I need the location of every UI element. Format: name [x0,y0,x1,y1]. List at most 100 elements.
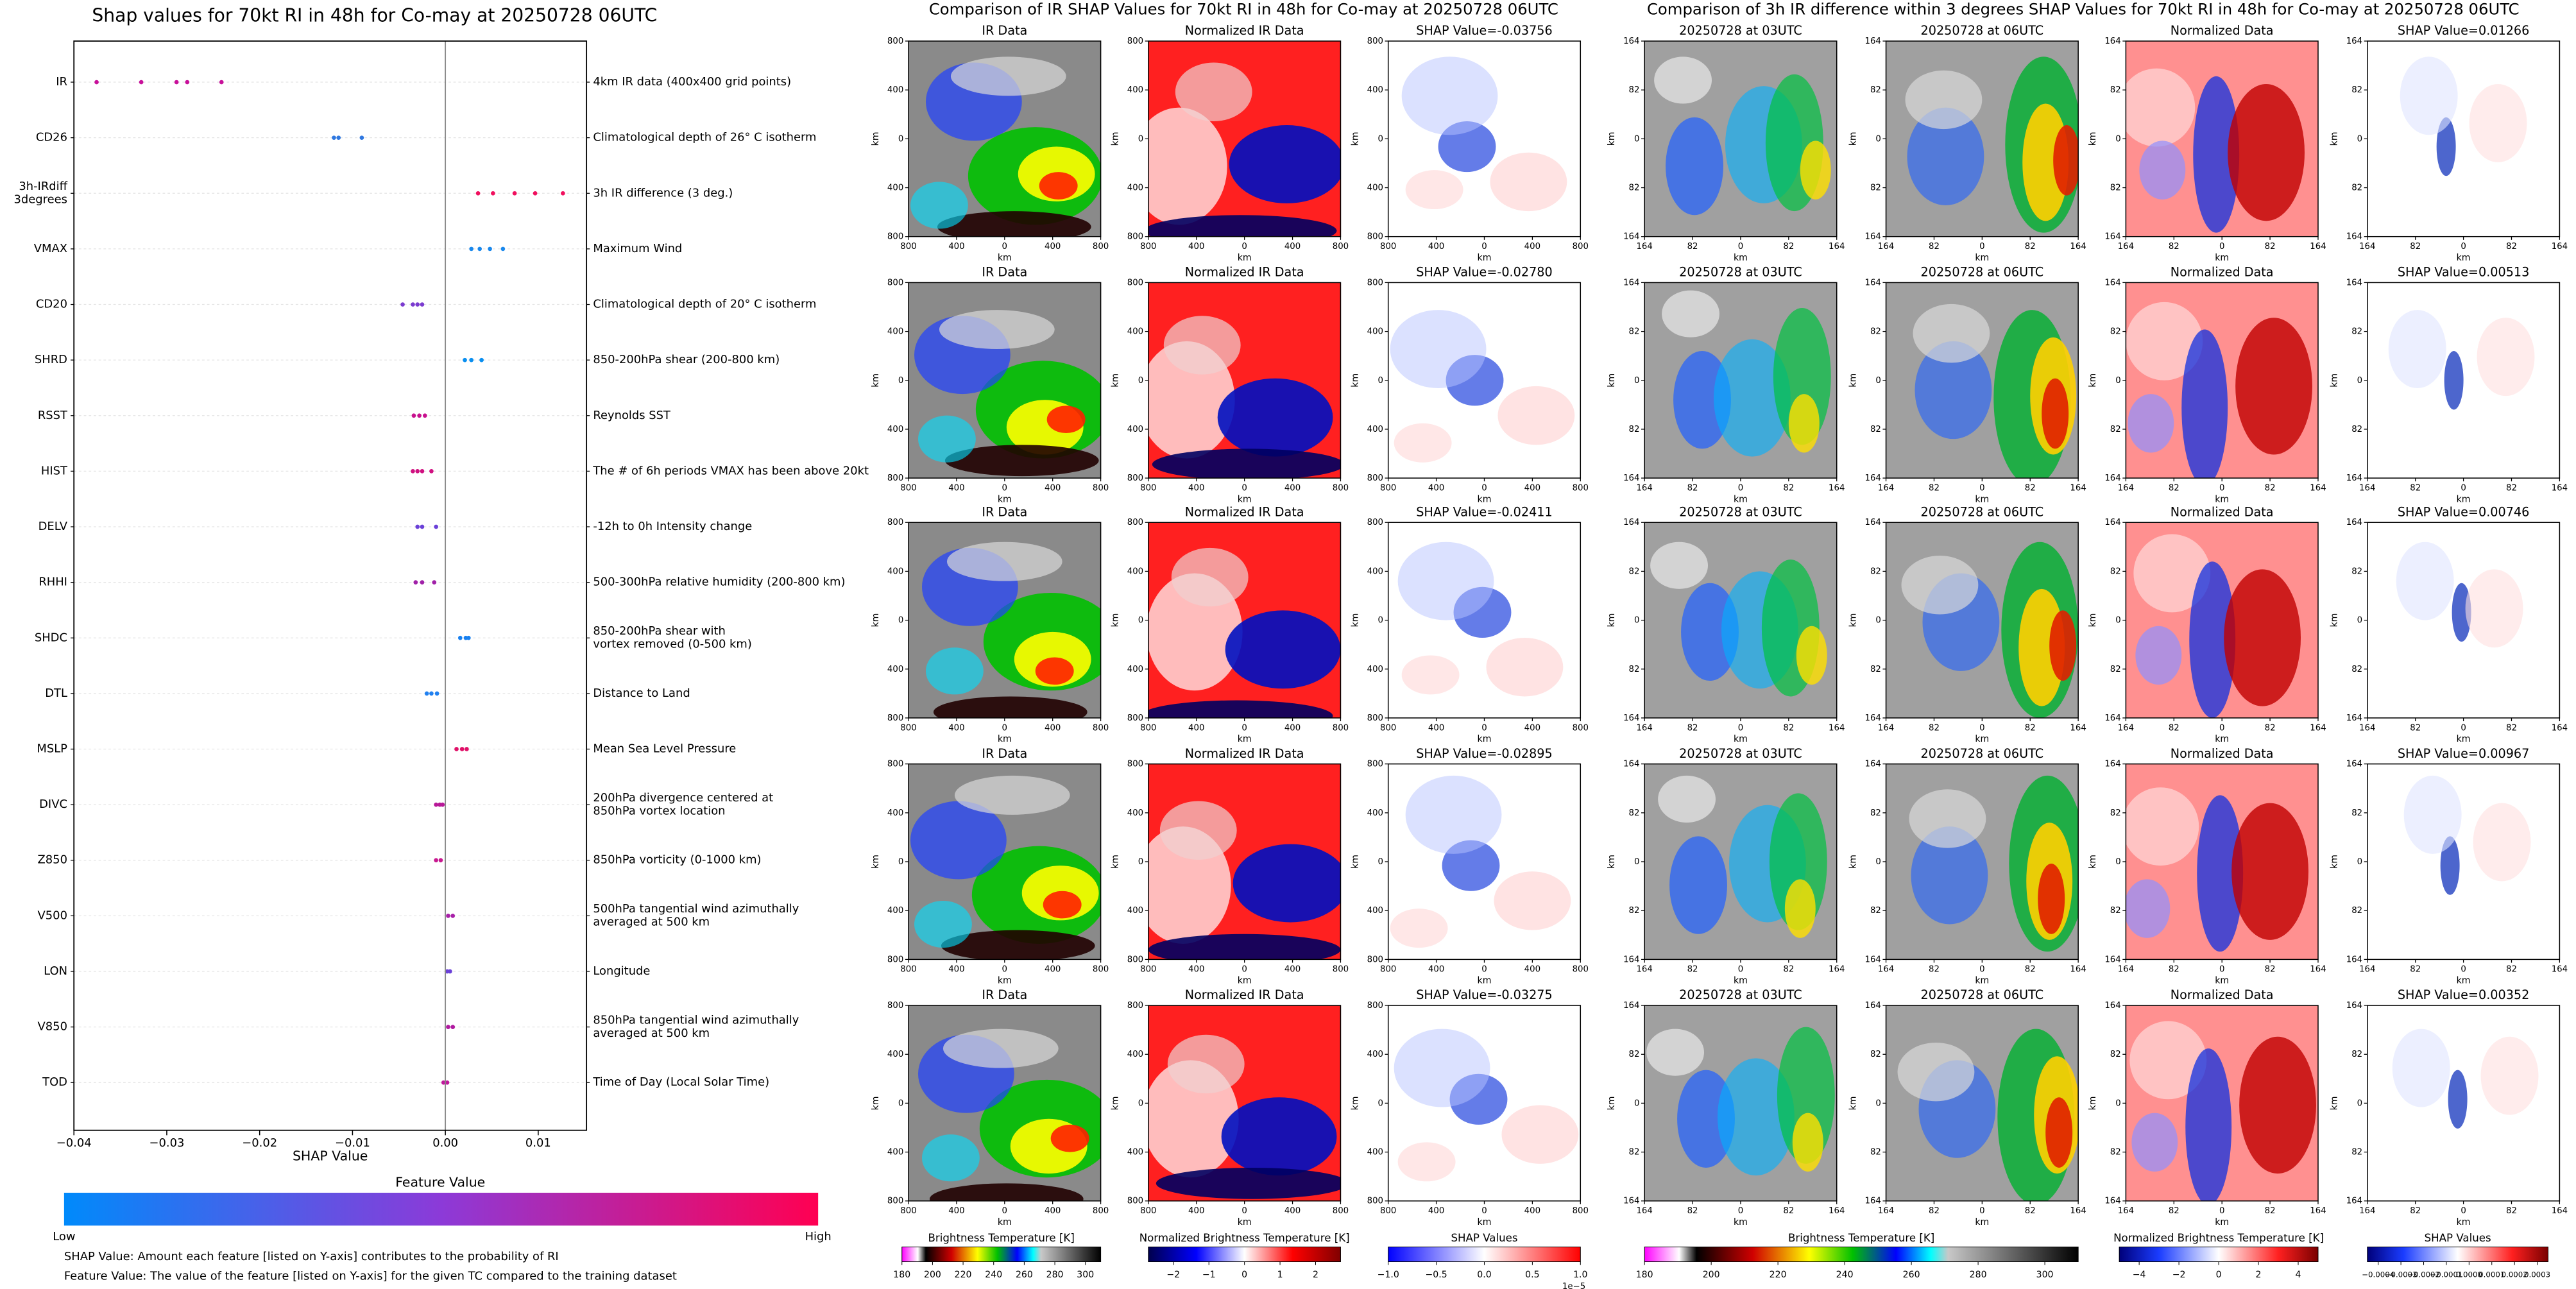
y-tick-label: 800 [1367,232,1383,242]
y-tick-label: 82 [2110,184,2121,193]
x-tick-label: 400 [948,1206,964,1216]
colorbar-tick-label: −0.0004 [2362,1270,2394,1279]
y-axis-label: km [1848,1096,1858,1110]
shap-point [332,135,336,140]
panel-title: Normalized Data [2171,23,2274,38]
x-tick-label: 400 [1428,1206,1444,1216]
x-tick-label: 0 [2219,1206,2224,1216]
x-tick-label: 164 [2310,723,2326,733]
y-tick-label: 0 [2115,376,2120,386]
y-tick-label: 164 [1864,37,1881,46]
y-tick-label: 0 [2115,616,2120,626]
y-axis-label: km [1111,613,1121,627]
colorbar-tick-label: 280 [1970,1270,1987,1280]
x-axis-label: km [1478,494,1492,504]
x-axis-label: km [1734,976,1748,986]
panel-blob [2135,626,2182,685]
y-axis-label: km [871,1096,881,1110]
y-tick-label: IR [56,75,67,89]
y-tick-label: TOD [42,1075,67,1089]
panel-title: SHAP Value=0.01266 [2398,23,2530,38]
shap-point [440,802,445,807]
x-tick-label: 82 [2410,483,2421,493]
y-tick-label: 82 [1870,1148,1881,1157]
x-tick-label: 800 [1093,723,1109,733]
panel-blob [1796,626,1827,685]
feature-description: -12h to 0h Intensity change [593,520,752,533]
colorbar-tick-label: −4 [2133,1270,2146,1280]
x-tick-label: 0 [1738,242,1743,252]
x-tick-label: 164 [2359,242,2375,252]
x-tick-label: 800 [900,242,916,252]
panel-title: IR Data [982,987,1027,1002]
shap-point [450,914,456,918]
x-tick-label: 800 [1140,483,1156,493]
x-tick-label: 82 [2025,965,2036,975]
y-tick-label: 400 [887,425,903,434]
x-tick-label: 0 [1241,723,1247,733]
shap-point [359,135,364,140]
shap-point [139,80,144,85]
y-tick-label: 164 [2104,278,2120,287]
x-tick-label: 800 [1333,1206,1349,1216]
y-tick-label: 82 [1629,567,1640,576]
y-axis-label: km [1848,855,1858,869]
y-axis-label: km [1111,855,1121,869]
y-tick-label: 400 [1127,327,1143,337]
x-axis-label: km [1975,253,1989,263]
y-axis-label: km [871,613,881,627]
x-tick-label: 800 [1380,1206,1396,1216]
x-tick-label: 164 [2310,242,2326,252]
colorbar [1388,1246,1581,1263]
y-tick-label: 400 [1367,425,1383,434]
y-tick-label: 800 [1127,1001,1143,1011]
panel-blob [1175,62,1252,121]
x-tick-label: 0 [2219,965,2224,975]
y-axis-label: km [1607,132,1617,146]
shap-point [446,1025,450,1029]
x-tick-label: 0 [1979,483,1984,493]
panel-blob [1784,879,1816,938]
feature-description: Climatological depth of 26° C isotherm [593,131,816,144]
panel-image [1644,522,1837,718]
y-tick-label: 164 [2346,713,2362,723]
panel-blob [917,415,976,463]
colorbar-tick-label: 300 [2036,1270,2054,1280]
y-tick-label: 164 [2104,37,2120,46]
x-tick-label: 82 [2506,242,2517,252]
panel-blob [1148,215,1337,237]
colorbar-tick-label: 200 [924,1270,941,1280]
x-tick-label: 82 [2410,723,2421,733]
y-tick-label: 82 [2351,184,2362,193]
y-tick-label: 82 [1629,665,1640,674]
panel-blob [1233,844,1341,923]
panel-blob [1486,638,1564,697]
x-tick-label: 400 [1188,723,1204,733]
x-tick-label: 164 [1829,242,1845,252]
shap-point [415,302,420,307]
shap-point [336,135,341,140]
y-axis-label: km [1350,613,1360,627]
x-tick-label: 0 [2219,483,2224,493]
x-tick-label: 82 [2506,723,2517,733]
y-tick-label: 0 [898,1098,903,1108]
y-tick-label: 164 [2346,1197,2362,1206]
y-tick-label: 82 [1629,425,1640,434]
panel-blob [1666,117,1723,216]
x-tick-label: 164 [2070,965,2086,975]
x-tick-label: 164 [1878,965,1894,975]
y-tick-label: 0 [1875,857,1881,867]
colorbar-tick-label: −1.0 [1378,1270,1399,1280]
panel-image [2367,764,2560,960]
panel-blob [2444,351,2464,410]
y-tick-label: 164 [2104,1197,2120,1206]
y-tick-label: RSST [38,409,67,422]
y-tick-label: DIVC [39,798,67,811]
colorbar-tick-label: −2 [2172,1270,2186,1280]
panel-blob [2126,879,2171,938]
x-tick-label: 800 [1380,965,1396,975]
panel-title: SHAP Value=-0.03756 [1416,23,1552,38]
panel-blob [1673,351,1731,449]
x-tick-label: 82 [1929,483,1940,493]
